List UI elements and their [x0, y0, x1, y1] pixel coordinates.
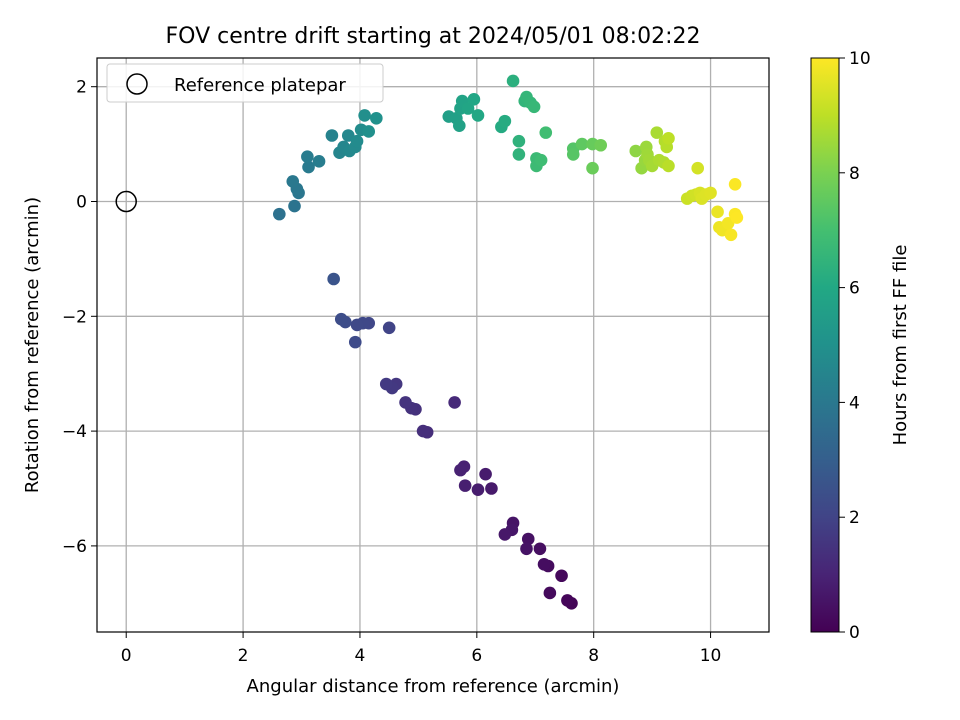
- colorbar-tick-label: 2: [849, 508, 860, 528]
- data-point: [461, 102, 475, 115]
- data-point: [543, 586, 557, 600]
- colorbar-label: Hours from first FF file: [890, 245, 911, 446]
- x-tick-label: 10: [700, 646, 722, 666]
- data-point: [629, 144, 643, 158]
- data-point: [448, 396, 461, 409]
- colorbar-tick-label: 0: [849, 623, 860, 643]
- colorbar-ticks: 0 2 4 6 8 10: [839, 49, 871, 643]
- data-point: [471, 483, 485, 496]
- data-point: [521, 532, 535, 546]
- data-point: [416, 424, 430, 438]
- legend-label-reference: Reference platepar: [174, 75, 346, 96]
- colorbar-tick-label: 4: [849, 393, 860, 413]
- axes-frame: [96, 57, 770, 633]
- y-tick-label: −2: [62, 307, 87, 327]
- data-point: [286, 175, 300, 188]
- data-point: [728, 177, 742, 191]
- colorbar-gradient: [810, 57, 840, 633]
- reference-point: [115, 190, 137, 213]
- data-point: [312, 155, 326, 168]
- data-point: [467, 93, 481, 106]
- x-tick-label: 2: [238, 646, 249, 666]
- data-point: [506, 74, 520, 88]
- data-point: [379, 377, 393, 391]
- x-axis-label: Angular distance from reference (arcmin): [247, 676, 620, 697]
- data-point: [471, 109, 485, 122]
- data-point: [334, 312, 348, 326]
- data-point: [691, 161, 705, 175]
- data-point: [498, 528, 512, 541]
- data-point: [479, 467, 492, 481]
- data-point: [539, 126, 553, 139]
- data-point: [498, 114, 512, 128]
- data-point: [350, 134, 364, 148]
- data-point: [302, 160, 315, 174]
- data-point: [711, 205, 724, 219]
- legend-box: [106, 63, 384, 103]
- x-tick-label: 8: [588, 646, 599, 666]
- legend-marker-reference: [126, 73, 148, 95]
- y-tick-label: −4: [62, 422, 87, 442]
- chart-title: FOV centre drift starting at 2024/05/01 …: [166, 24, 701, 49]
- data-point: [325, 129, 339, 142]
- data-point: [704, 186, 717, 200]
- x-tick-label: 4: [355, 646, 366, 666]
- y-tick-label: 2: [76, 78, 87, 98]
- data-point: [730, 211, 744, 224]
- legend: Reference platepar: [106, 63, 384, 103]
- data-point: [358, 109, 371, 122]
- data-point: [537, 557, 551, 571]
- y-tick-label: −6: [62, 537, 87, 557]
- data-point: [594, 138, 608, 152]
- colorbar-tick-label: 6: [849, 279, 860, 299]
- data-point: [575, 137, 589, 151]
- axis-ticks: 0 2 4 6 8 10 2 0 −2 −4 −6: [62, 78, 721, 666]
- data-point: [512, 134, 526, 148]
- data-point: [452, 119, 466, 133]
- data-point: [454, 463, 467, 477]
- data-point: [399, 396, 412, 409]
- data-point: [301, 150, 314, 164]
- data-point: [520, 542, 533, 556]
- data-point: [662, 159, 675, 173]
- data-point: [662, 132, 675, 145]
- colorbar: 0 2 4 6 8 10 Hours from first FF file: [810, 49, 911, 643]
- data-point: [586, 161, 599, 175]
- data-point: [350, 318, 364, 332]
- data-point: [533, 542, 547, 556]
- data-point: [273, 207, 286, 221]
- data-point: [348, 335, 362, 349]
- data-point: [527, 100, 541, 114]
- x-tick-label: 0: [121, 646, 132, 666]
- data-point: [362, 125, 376, 138]
- data-point: [382, 321, 396, 335]
- colorbar-tick-label: 8: [849, 164, 860, 184]
- scatter-points: [115, 74, 744, 610]
- data-point: [370, 111, 383, 125]
- data-point: [485, 482, 498, 495]
- data-point: [288, 199, 301, 213]
- data-point: [650, 126, 664, 139]
- data-point: [458, 479, 472, 492]
- x-tick-label: 6: [471, 646, 482, 666]
- y-axis-label: Rotation from reference (arcmin): [22, 197, 43, 493]
- data-point: [327, 272, 340, 286]
- colorbar-tick-label: 10: [849, 49, 871, 69]
- y-tick-label: 0: [76, 193, 87, 213]
- data-point: [555, 569, 568, 583]
- data-point: [534, 153, 548, 167]
- data-point: [566, 148, 580, 161]
- data-point: [724, 228, 738, 242]
- data-point: [561, 594, 574, 607]
- data-point: [512, 148, 526, 161]
